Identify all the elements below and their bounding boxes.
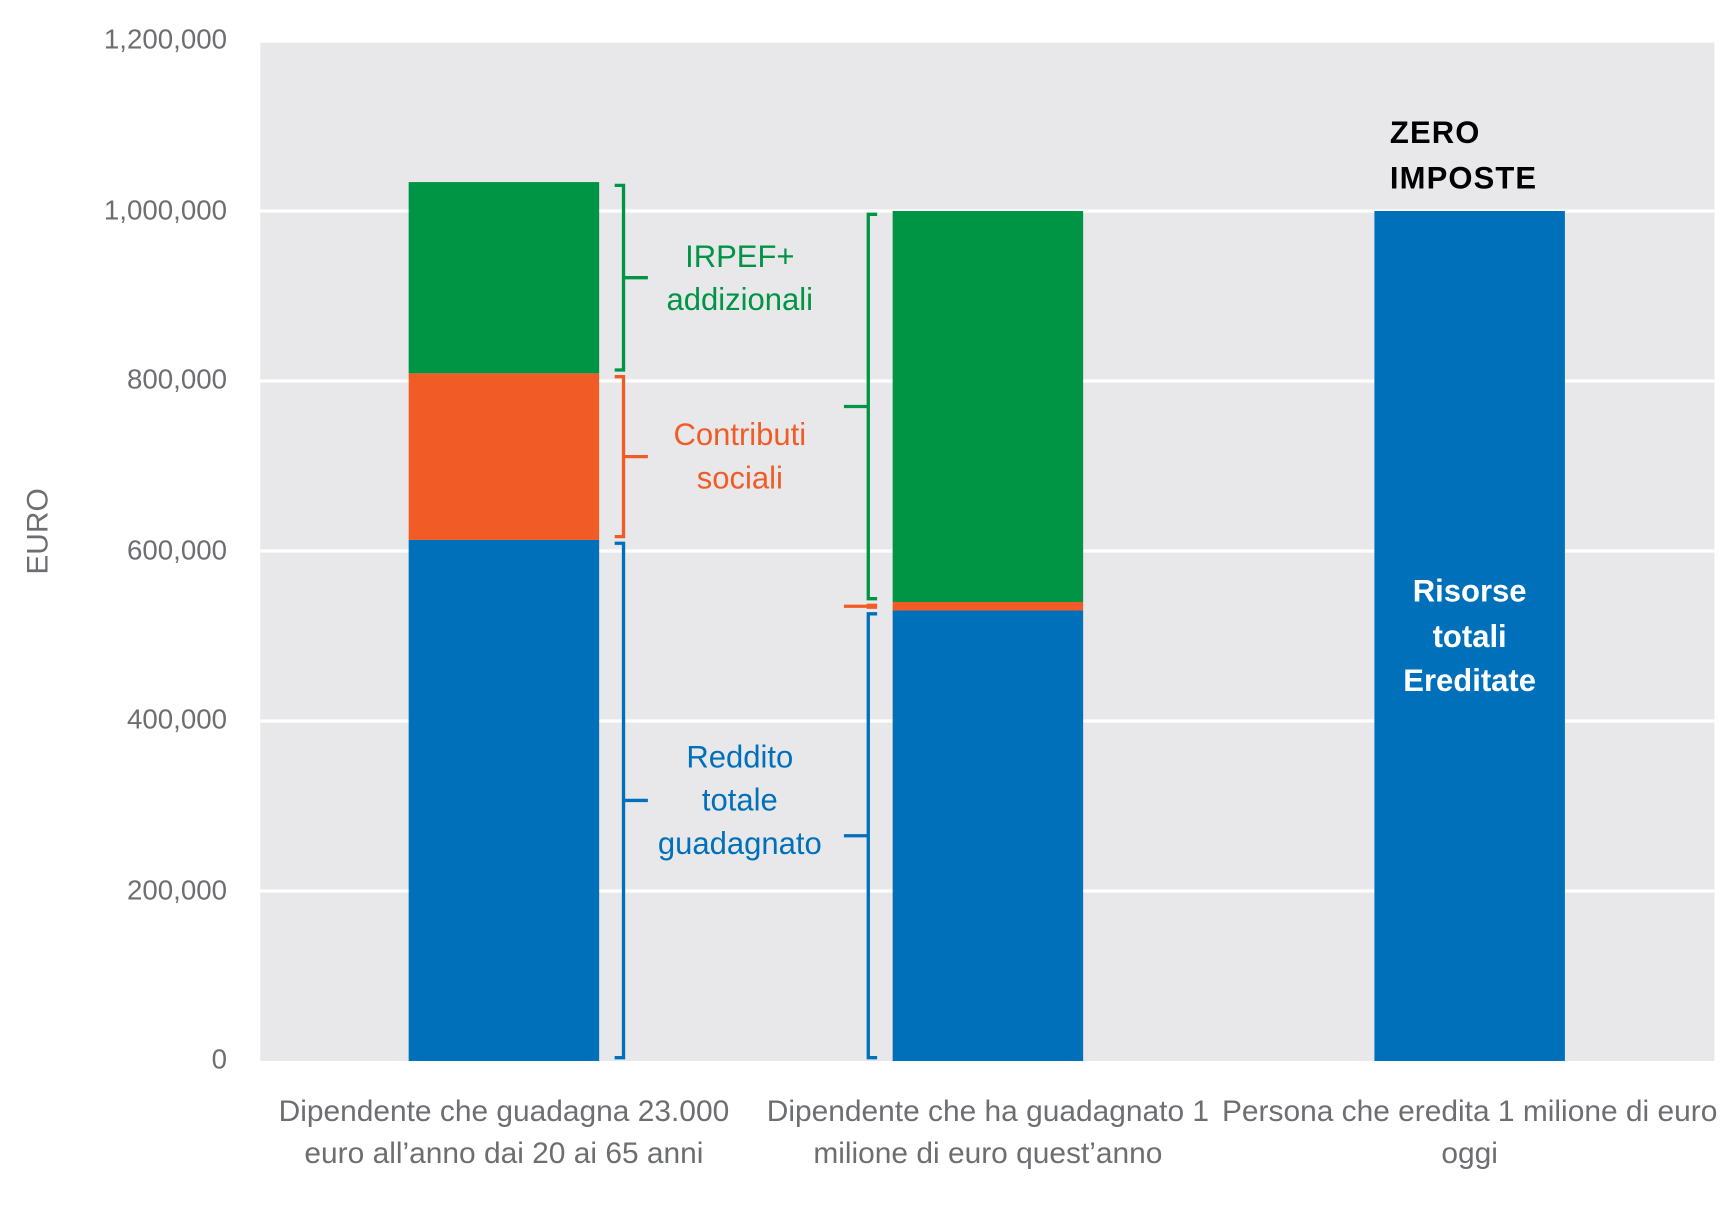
x-tick-label: Dipendente che ha guadagnato 1 milione d…: [766, 1094, 1210, 1170]
y-tick-label: 400,000: [126, 704, 228, 736]
series-label: IRPEF+ addizionali: [666, 238, 814, 317]
bar-segment: [892, 210, 1084, 602]
bracket: [614, 183, 648, 372]
x-tick-label: Persona che eredita 1 milione di euro og…: [1221, 1094, 1718, 1170]
bar-segment: [408, 182, 600, 374]
bracket: [614, 374, 648, 539]
bracket: [843, 603, 878, 609]
series-label: Reddito totale guadagnato: [657, 739, 822, 861]
y-tick-label: 200,000: [126, 874, 228, 906]
y-tick-label: 0: [211, 1044, 228, 1076]
bracket: [843, 212, 878, 601]
y-tick-label: 1,200,000: [103, 24, 228, 56]
bar-segment: [408, 373, 600, 540]
x-tick-label: Dipendente che guadagna 23.000 euro all’…: [278, 1094, 730, 1170]
y-tick-label: 800,000: [126, 364, 228, 396]
series-label: Contributi sociali: [673, 417, 807, 496]
annotation: ZERO IMPOSTE: [1389, 115, 1538, 195]
annotation: Risorse totali Ereditate: [1403, 573, 1536, 699]
bar-segment: [892, 610, 1084, 1061]
y-tick-label: 1,000,000: [103, 194, 228, 226]
bar-segment: [1374, 210, 1565, 1061]
bracket: [614, 541, 648, 1060]
bar-segment: [892, 601, 1084, 611]
bracket: [843, 612, 878, 1060]
y-tick-label: 600,000: [126, 534, 228, 566]
bar-segment: [408, 539, 600, 1061]
